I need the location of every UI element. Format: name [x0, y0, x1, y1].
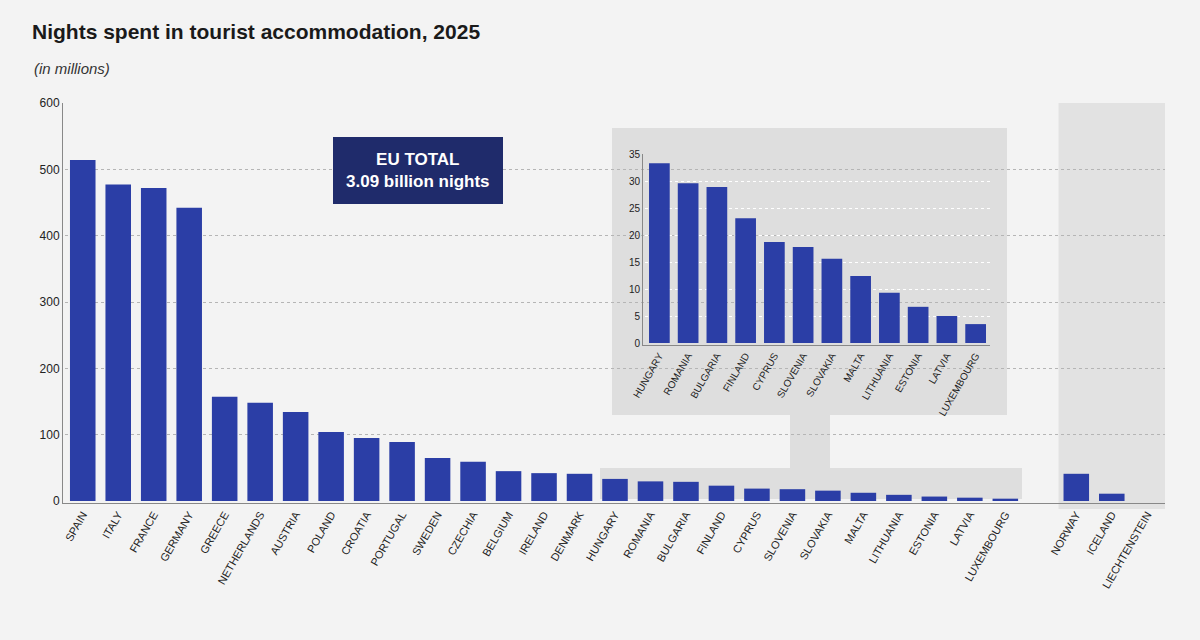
svg-text:MALTA: MALTA	[841, 351, 867, 384]
svg-text:LUXEMBOURG: LUXEMBOURG	[962, 509, 1012, 583]
svg-text:LUXEMBOURG: LUXEMBOURG	[937, 351, 982, 418]
svg-text:5: 5	[634, 311, 640, 322]
svg-text:FRANCE: FRANCE	[127, 509, 160, 554]
svg-text:35: 35	[629, 149, 641, 160]
svg-text:LITHUANIA: LITHUANIA	[860, 351, 896, 402]
svg-text:NETHERLANDS: NETHERLANDS	[215, 509, 266, 586]
svg-text:PORTUGAL: PORTUGAL	[368, 509, 409, 567]
svg-text:(in millions): (in millions)	[34, 60, 110, 77]
svg-text:500: 500	[40, 163, 60, 177]
svg-text:ESTONIA: ESTONIA	[906, 509, 941, 557]
svg-text:MALTA: MALTA	[842, 509, 870, 546]
svg-text:300: 300	[40, 295, 60, 309]
svg-text:SLOVENIA: SLOVENIA	[775, 351, 810, 400]
svg-text:10: 10	[629, 284, 641, 295]
svg-text:SLOVENIA: SLOVENIA	[761, 509, 799, 563]
svg-text:CYPRUS: CYPRUS	[730, 509, 763, 555]
svg-text:BULGARIA: BULGARIA	[654, 509, 693, 564]
svg-text:20: 20	[629, 230, 641, 241]
svg-text:GREECE: GREECE	[198, 509, 232, 555]
svg-text:Nights spent in tourist accomm: Nights spent in tourist accommodation, 2…	[32, 20, 480, 43]
svg-text:30: 30	[629, 176, 641, 187]
svg-text:FINLAND: FINLAND	[694, 509, 728, 556]
svg-text:100: 100	[40, 428, 60, 442]
svg-text:BULGARIA: BULGARIA	[688, 351, 723, 401]
svg-text:200: 200	[40, 362, 60, 376]
svg-text:25: 25	[629, 203, 641, 214]
svg-text:LIECHTENSTEIN: LIECHTENSTEIN	[1100, 509, 1154, 590]
svg-text:ICELAND: ICELAND	[1084, 509, 1118, 556]
svg-text:GERMANY: GERMANY	[157, 509, 196, 564]
svg-text:POLAND: POLAND	[305, 509, 338, 554]
svg-text:600: 600	[40, 96, 60, 110]
svg-text:SPAIN: SPAIN	[63, 509, 90, 543]
svg-text:CZECHIA: CZECHIA	[445, 509, 480, 557]
svg-text:EU TOTAL3.09 billion nights: EU TOTAL3.09 billion nights	[346, 150, 490, 191]
svg-text:ROMANIA: ROMANIA	[621, 509, 657, 560]
svg-text:HUNGARY: HUNGARY	[584, 509, 622, 563]
svg-text:IRELAND: IRELAND	[516, 509, 550, 556]
svg-text:BELGIUM: BELGIUM	[480, 509, 515, 558]
svg-text:AUSTRIA: AUSTRIA	[268, 509, 303, 557]
svg-text:ROMANIA: ROMANIA	[661, 351, 694, 397]
svg-text:SWEDEN: SWEDEN	[410, 509, 445, 557]
svg-text:LATVIA: LATVIA	[947, 509, 976, 548]
svg-text:15: 15	[629, 257, 641, 268]
svg-text:NORWAY: NORWAY	[1048, 509, 1083, 557]
svg-text:CYPRUS: CYPRUS	[750, 351, 781, 393]
svg-text:FINLAND: FINLAND	[721, 351, 752, 394]
svg-text:0: 0	[634, 338, 640, 349]
svg-text:SLOVAKIA: SLOVAKIA	[797, 509, 835, 562]
svg-text:ITALY: ITALY	[100, 509, 125, 541]
svg-text:CROATIA: CROATIA	[339, 509, 374, 557]
svg-text:DENMARK: DENMARK	[548, 509, 586, 563]
svg-text:LATVIA: LATVIA	[927, 351, 954, 386]
svg-text:SLOVAKIA: SLOVAKIA	[804, 351, 838, 399]
svg-text:0: 0	[53, 494, 60, 508]
svg-text:HUNGARY: HUNGARY	[631, 351, 666, 400]
svg-text:LITHUANIA: LITHUANIA	[866, 509, 905, 565]
svg-text:ESTONIA: ESTONIA	[893, 351, 925, 395]
svg-text:400: 400	[40, 229, 60, 243]
